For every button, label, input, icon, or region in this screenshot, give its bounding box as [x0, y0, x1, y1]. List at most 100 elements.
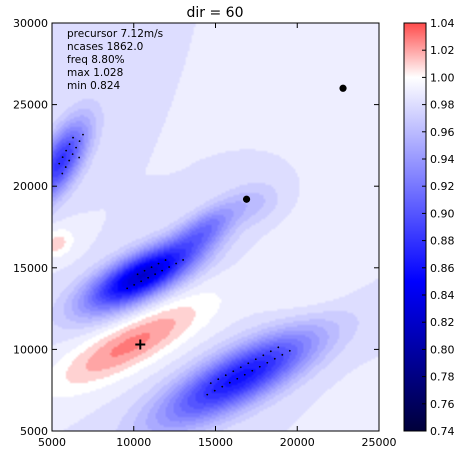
colorbar-tick-label: 0.86: [430, 262, 455, 275]
x-tick: 5000: [38, 23, 66, 449]
location-marker-dot: [242, 195, 251, 203]
y-tick-label: 10000: [13, 343, 48, 356]
significance-dot: [288, 349, 291, 352]
significance-dot: [126, 287, 129, 290]
colorbar-tick-label: 1.04: [430, 17, 455, 30]
significance-dot: [221, 385, 224, 388]
x-tick-label: 15000: [198, 436, 233, 449]
significance-dot: [254, 358, 257, 361]
significance-dots: [58, 133, 291, 396]
x-tick-label: 10000: [116, 436, 151, 449]
y-tick: 30000: [13, 17, 379, 30]
colorbar-tick-label: 1.00: [430, 71, 455, 84]
colorbar-tick-label: 0.96: [430, 126, 455, 139]
markers: [135, 84, 347, 350]
colorbar-tick: 0.92: [422, 180, 455, 193]
location-marker-dot: [339, 84, 347, 92]
y-tick: 15000: [13, 262, 379, 275]
significance-dot: [161, 269, 164, 272]
significance-dot: [228, 381, 231, 384]
significance-dot: [239, 366, 242, 369]
significance-dot: [71, 153, 74, 155]
x-tick: 10000: [116, 23, 151, 449]
significance-dot: [58, 162, 61, 165]
significance-dot: [164, 259, 167, 261]
y-tick-label: 25000: [13, 99, 48, 112]
y-tick: 25000: [13, 99, 379, 112]
x-tick: 15000: [198, 23, 233, 449]
significance-dot: [78, 156, 81, 159]
stats-line-min: min 0.824: [67, 80, 121, 92]
significance-dot: [277, 346, 280, 349]
significance-dot: [61, 172, 64, 175]
colorbar-tick: 0.98: [422, 99, 455, 112]
significance-dot: [75, 146, 77, 149]
significance-dot: [133, 283, 136, 286]
significance-dot: [168, 266, 171, 268]
colorbar-tick: 0.88: [422, 235, 455, 248]
significance-dot: [262, 354, 265, 357]
significance-dot: [68, 159, 71, 162]
colorbar-tick: 0.74: [422, 425, 455, 438]
significance-dot: [154, 273, 157, 276]
significance-dot: [61, 156, 64, 159]
colorbar-tick: 0.86: [422, 262, 455, 275]
colorbar-tick: 0.96: [422, 126, 455, 139]
colorbar-tick-label: 0.94: [430, 153, 455, 166]
significance-dot: [157, 262, 160, 265]
stats-line-max: max 1.028: [67, 67, 123, 79]
colorbar-tick-label: 0.98: [430, 99, 455, 112]
stats-line-ncases: ncases 1862.0: [67, 41, 143, 53]
colorbar-tick: 0.76: [422, 398, 455, 411]
colorbar-tick: 0.80: [422, 343, 455, 356]
location-marker-plus: [135, 339, 146, 350]
significance-dot: [251, 369, 254, 372]
significance-dot: [281, 353, 284, 356]
significance-dot: [140, 280, 143, 283]
significance-dot: [258, 365, 261, 368]
colorbar-tick-label: 0.88: [430, 235, 455, 248]
plot-area: [51, 22, 380, 432]
significance-dot: [269, 350, 272, 353]
colorbar-tick-label: 0.82: [430, 316, 455, 329]
value-field-heatmap: [52, 23, 379, 431]
significance-dot: [236, 377, 239, 380]
significance-dot: [232, 370, 235, 373]
significance-dot: [243, 373, 246, 376]
significance-dot: [224, 374, 227, 377]
y-tick: 20000: [13, 180, 379, 193]
significance-dot: [150, 266, 153, 269]
y-tick-label: 20000: [13, 180, 48, 193]
significance-dot: [136, 273, 139, 276]
significance-dot: [217, 378, 220, 381]
significance-dot: [65, 149, 68, 152]
colorbar-tick-label: 0.90: [430, 207, 455, 220]
colorbar-tick-label: 0.84: [430, 289, 455, 302]
colorbar-tick: 0.90: [422, 207, 455, 220]
y-tick-label: 5000: [20, 425, 48, 438]
y-tick-label: 15000: [13, 262, 48, 275]
y-tick-label: 30000: [13, 17, 48, 30]
x-tick-label: 20000: [280, 436, 315, 449]
y-axis: 5000 10000 15000 20000 25000 30000: [13, 17, 379, 438]
significance-dot: [273, 357, 276, 360]
colorbar-tick: 1.02: [422, 44, 455, 57]
stats-annotation: precursor 7.12m/s ncases 1862.0 freq 8.8…: [67, 28, 163, 92]
colorbar-tick-label: 0.78: [430, 371, 455, 384]
colorbar-tick-label: 0.80: [430, 343, 455, 356]
stats-line-freq: freq 8.80%: [67, 54, 125, 66]
colorbar-tick-label: 0.76: [430, 398, 455, 411]
x-axis: 5000 10000 15000 20000 25000: [38, 23, 397, 449]
colorbar-tick: 0.84: [422, 289, 455, 302]
significance-dot: [82, 133, 84, 136]
colorbar-tick: 1.04: [422, 17, 455, 30]
significance-dot: [78, 140, 81, 143]
x-tick-label: 5000: [38, 436, 66, 449]
y-tick: 10000: [13, 343, 379, 356]
colorbar-tick: 0.94: [422, 153, 455, 166]
x-tick: 25000: [362, 23, 397, 449]
y-tick: 5000: [20, 425, 379, 438]
significance-dot: [213, 389, 216, 392]
significance-dot: [143, 269, 146, 272]
